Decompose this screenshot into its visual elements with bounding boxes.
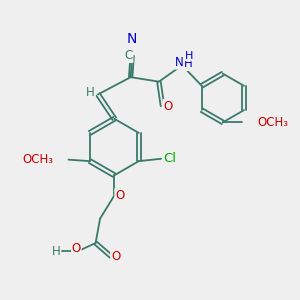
Text: H: H	[51, 245, 60, 258]
Text: O: O	[111, 250, 120, 263]
Text: N: N	[127, 32, 137, 46]
Text: O: O	[72, 242, 81, 255]
Text: H: H	[86, 86, 95, 99]
Text: OCH₃: OCH₃	[257, 116, 288, 129]
Text: H: H	[184, 57, 192, 70]
Text: O: O	[115, 189, 124, 202]
Text: OCH₃: OCH₃	[22, 153, 53, 166]
Text: N: N	[175, 56, 184, 69]
Text: H: H	[184, 51, 193, 61]
Text: Cl: Cl	[163, 152, 176, 165]
Text: O: O	[163, 100, 172, 112]
Text: C: C	[124, 49, 133, 62]
